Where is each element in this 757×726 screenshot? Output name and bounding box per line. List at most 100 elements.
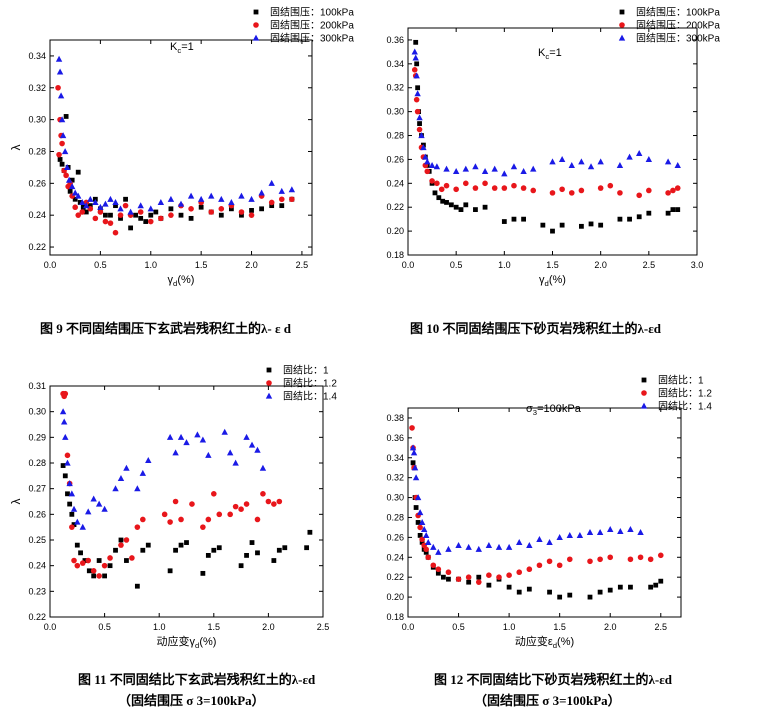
data-point-series-1 bbox=[138, 215, 144, 221]
data-point-series-3 bbox=[576, 531, 584, 538]
data-point-series-2 bbox=[657, 552, 664, 559]
data-point-series-2 bbox=[276, 498, 283, 505]
data-point-series-3 bbox=[674, 161, 681, 168]
data-point-series-1 bbox=[446, 576, 451, 582]
data-point-series-2 bbox=[536, 562, 543, 569]
y-tick-label: 0.22 bbox=[28, 612, 46, 622]
data-point-series-3 bbox=[546, 538, 553, 545]
data-point-series-3 bbox=[596, 529, 604, 536]
data-point-series-3 bbox=[422, 153, 429, 160]
data-point-series-2 bbox=[424, 168, 431, 175]
data-point-series-2 bbox=[69, 524, 75, 530]
data-point-series-1 bbox=[675, 207, 681, 212]
y-tick-label: 0.26 bbox=[386, 532, 404, 542]
data-point-series-3 bbox=[226, 449, 234, 456]
data-point-series-3 bbox=[166, 433, 174, 440]
data-point-series-2 bbox=[129, 555, 135, 561]
data-point-series-1 bbox=[567, 592, 573, 598]
chart-fig10: 0.0 0.5 1.0 1.5 2.0 2.5 3.0 0.18 0.20 0.22 0.24 0.2… bbox=[378, 6, 720, 289]
data-point-series-1 bbox=[69, 511, 75, 517]
data-point-series-2 bbox=[71, 557, 77, 564]
data-point-series-3 bbox=[414, 494, 422, 501]
data-point-series-3 bbox=[199, 436, 207, 443]
data-point-series-1 bbox=[148, 212, 154, 218]
data-point-series-2 bbox=[482, 180, 488, 187]
data-point-series-1 bbox=[282, 545, 288, 551]
data-point-series-3 bbox=[56, 68, 64, 75]
data-point-series-2 bbox=[578, 187, 585, 194]
plot-frame bbox=[407, 27, 698, 256]
data-point-series-1 bbox=[466, 579, 472, 585]
data-point-series-3 bbox=[117, 205, 124, 212]
data-point-series-2 bbox=[172, 498, 179, 505]
legend-label-3: 固结围压：300kPa bbox=[636, 32, 720, 45]
x-tick-label: 2.5 bbox=[643, 260, 656, 270]
data-point-series-1 bbox=[87, 203, 93, 209]
data-point-series-3 bbox=[254, 446, 261, 453]
data-point-series-2 bbox=[117, 212, 124, 218]
data-point-series-2 bbox=[72, 204, 78, 211]
y-tick-label: 0.38 bbox=[386, 413, 404, 423]
data-point-series-1 bbox=[188, 215, 194, 221]
data-point-series-3 bbox=[137, 202, 144, 209]
data-point-series-2 bbox=[122, 202, 129, 209]
data-point-series-3 bbox=[423, 531, 430, 538]
legend-marker-1 bbox=[253, 9, 259, 15]
y-tick-label: 0.34 bbox=[386, 59, 404, 69]
data-point-series-2 bbox=[423, 546, 429, 553]
caption-fig12: 图 12 不同固结比下砂页岩残积红土的λ-εd bbox=[434, 672, 672, 687]
x-axis-label: 动应变εd(%) bbox=[515, 634, 574, 650]
data-point-series-1 bbox=[506, 584, 512, 590]
data-point-series-1 bbox=[440, 198, 446, 204]
data-point-series-3 bbox=[616, 161, 624, 168]
legend-label-3: 固结围压：300kPa bbox=[270, 32, 354, 45]
data-point-series-1 bbox=[128, 225, 134, 231]
data-point-series-1 bbox=[482, 204, 488, 210]
data-point-series-3 bbox=[475, 545, 482, 552]
legend-label-3: 固结比：1.4 bbox=[283, 390, 337, 403]
data-point-series-2 bbox=[438, 186, 445, 193]
data-point-series-2 bbox=[79, 560, 86, 566]
x-tick-label: 2.5 bbox=[317, 622, 330, 632]
data-point-series-1 bbox=[628, 584, 633, 590]
x-tick-label: 2.0 bbox=[594, 260, 607, 270]
data-point-series-1 bbox=[559, 222, 565, 228]
data-point-series-2 bbox=[254, 516, 261, 523]
data-point-series-2 bbox=[59, 140, 65, 147]
data-point-series-2 bbox=[520, 185, 527, 191]
data-point-series-3 bbox=[445, 545, 452, 552]
data-point-series-3 bbox=[177, 200, 185, 207]
data-point-series-2 bbox=[417, 524, 423, 531]
data-point-series-3 bbox=[418, 132, 425, 139]
data-point-series-1 bbox=[74, 542, 80, 548]
data-point-series-2 bbox=[435, 566, 442, 573]
x-tick-label: 2.0 bbox=[245, 260, 258, 270]
data-point-series-1 bbox=[107, 563, 113, 569]
data-point-series-1 bbox=[607, 587, 613, 593]
data-point-series-2 bbox=[140, 516, 146, 523]
data-point-series-1 bbox=[617, 584, 623, 590]
data-point-series-1 bbox=[665, 210, 671, 216]
data-point-series-3 bbox=[568, 161, 575, 168]
data-point-series-2 bbox=[665, 190, 671, 196]
data-point-series-1 bbox=[57, 157, 63, 162]
data-point-series-2 bbox=[161, 511, 168, 518]
data-point-series-3 bbox=[139, 469, 147, 476]
y-tick-label: 0.26 bbox=[386, 154, 404, 164]
data-point-series-1 bbox=[415, 85, 421, 91]
data-point-series-1 bbox=[627, 216, 632, 222]
data-point-series-2 bbox=[647, 556, 654, 563]
data-point-series-1 bbox=[540, 222, 546, 228]
data-point-series-2 bbox=[530, 187, 537, 194]
data-point-series-1 bbox=[62, 473, 68, 479]
data-point-series-3 bbox=[177, 433, 185, 440]
data-point-series-2 bbox=[208, 209, 215, 215]
data-point-series-1 bbox=[617, 216, 623, 222]
data-point-series-2 bbox=[414, 108, 421, 115]
data-point-series-1 bbox=[134, 583, 140, 589]
data-point-series-3 bbox=[501, 170, 508, 177]
legend-marker-1 bbox=[266, 367, 272, 373]
data-point-series-3 bbox=[520, 167, 527, 174]
data-point-series-3 bbox=[516, 538, 523, 545]
data-point-series-3 bbox=[430, 543, 437, 550]
